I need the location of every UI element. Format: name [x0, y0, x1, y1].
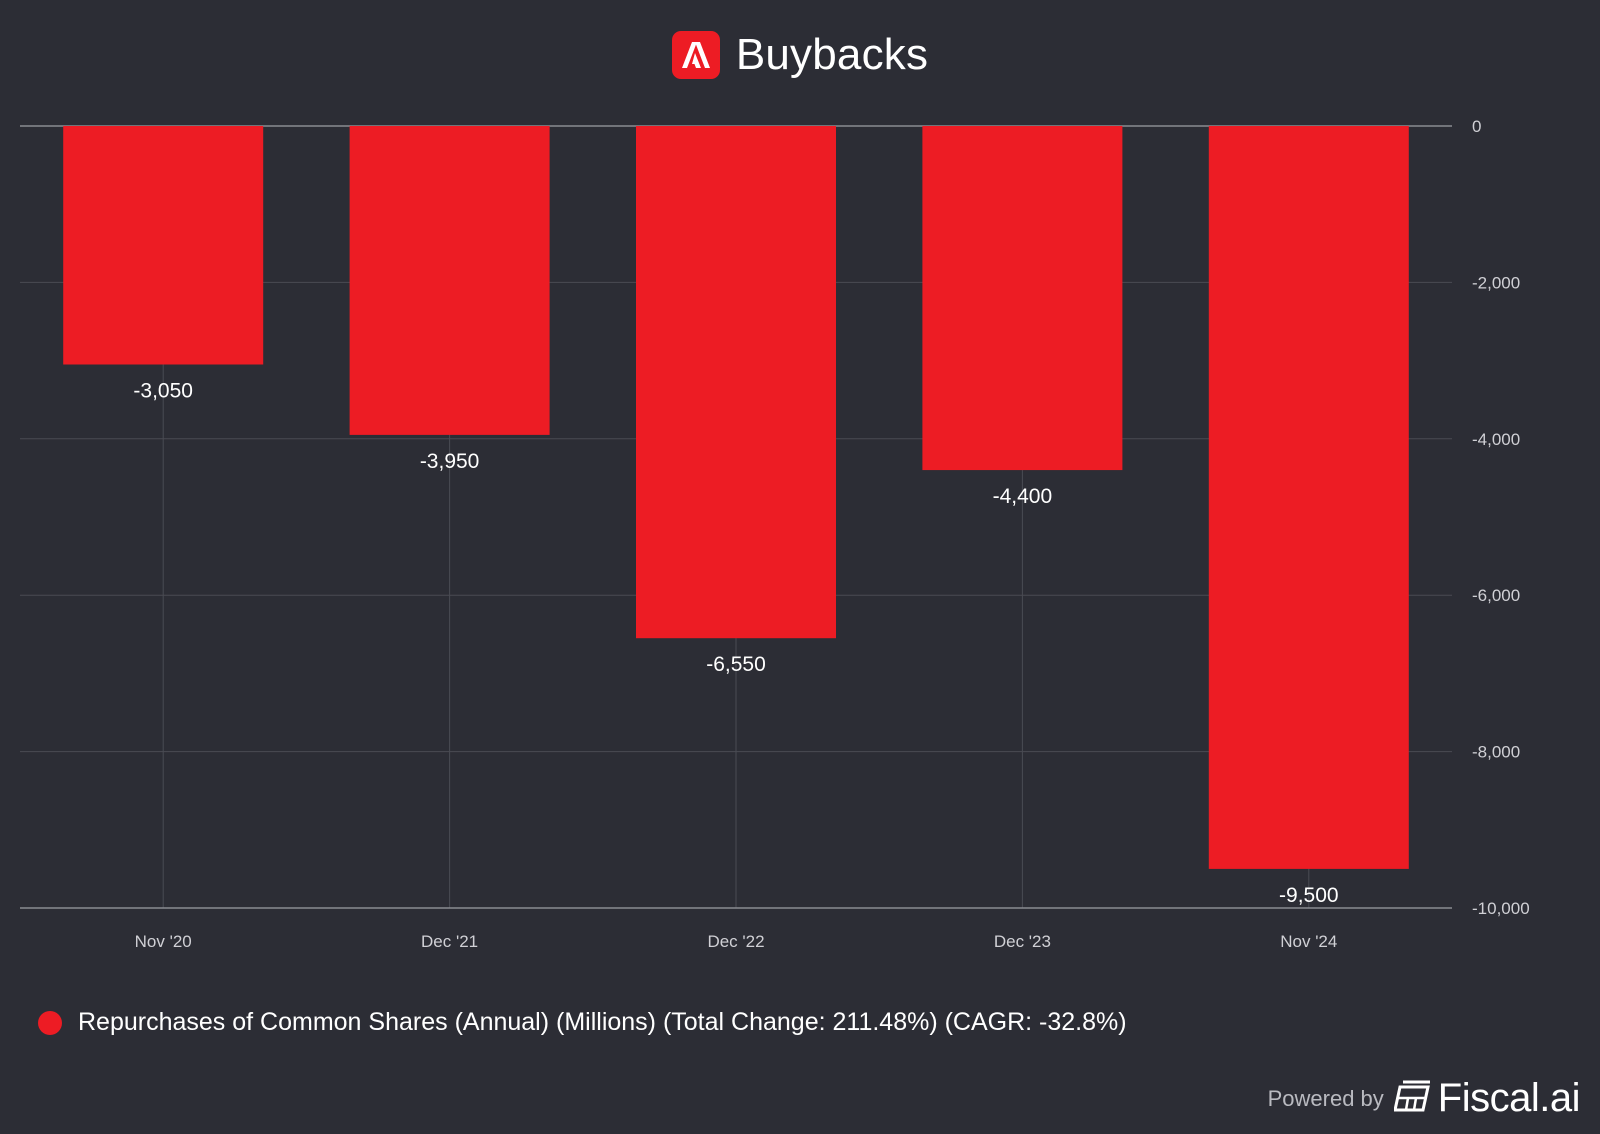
y-tick-label: -6,000	[1472, 586, 1520, 605]
data-label: -4,400	[993, 485, 1053, 508]
adobe-logo-icon	[671, 31, 720, 79]
legend-marker	[38, 1010, 62, 1035]
powered-by-text: Powered by	[1267, 1085, 1384, 1111]
x-tick-label: Dec '21	[421, 932, 478, 951]
x-tick-label: Nov '20	[135, 932, 192, 951]
chart-title: Buybacks	[735, 30, 929, 79]
x-tick-label: Dec '22	[707, 932, 764, 951]
data-label: -3,050	[133, 380, 193, 403]
footer-attribution[interactable]: Powered by Fiscal.ai	[1267, 1076, 1581, 1121]
y-tick-label: -2,000	[1472, 273, 1520, 292]
data-label: -9,500	[1279, 884, 1339, 907]
x-tick-label: Nov '24	[1280, 932, 1337, 951]
bar-chart: 0 -2,000 -4,000 -6,000 -8,000 -10,000 -3,050 No…	[20, 117, 1530, 951]
bar	[1208, 126, 1409, 869]
legend-label: Repurchases of Common Shares (Annual) (M…	[78, 1008, 1127, 1036]
y-tick-label: -10,000	[1472, 899, 1530, 918]
y-tick-label: 0	[1472, 117, 1481, 136]
y-tick-label: -8,000	[1472, 743, 1520, 762]
legend[interactable]: Repurchases of Common Shares (Annual) (M…	[38, 1008, 1127, 1037]
bar	[636, 126, 836, 639]
bar	[349, 126, 550, 435]
fiscal-logo-icon	[1392, 1079, 1432, 1118]
chart-header: Buybacks	[0, 30, 1600, 80]
data-label: -3,950	[420, 450, 480, 473]
x-tick-label: Dec '23	[994, 932, 1051, 951]
data-label: -6,550	[706, 653, 766, 676]
bar	[922, 126, 1123, 471]
fiscal-brand: Fiscal.ai	[1437, 1076, 1581, 1120]
bar	[63, 126, 264, 365]
y-tick-label: -4,000	[1472, 430, 1520, 449]
